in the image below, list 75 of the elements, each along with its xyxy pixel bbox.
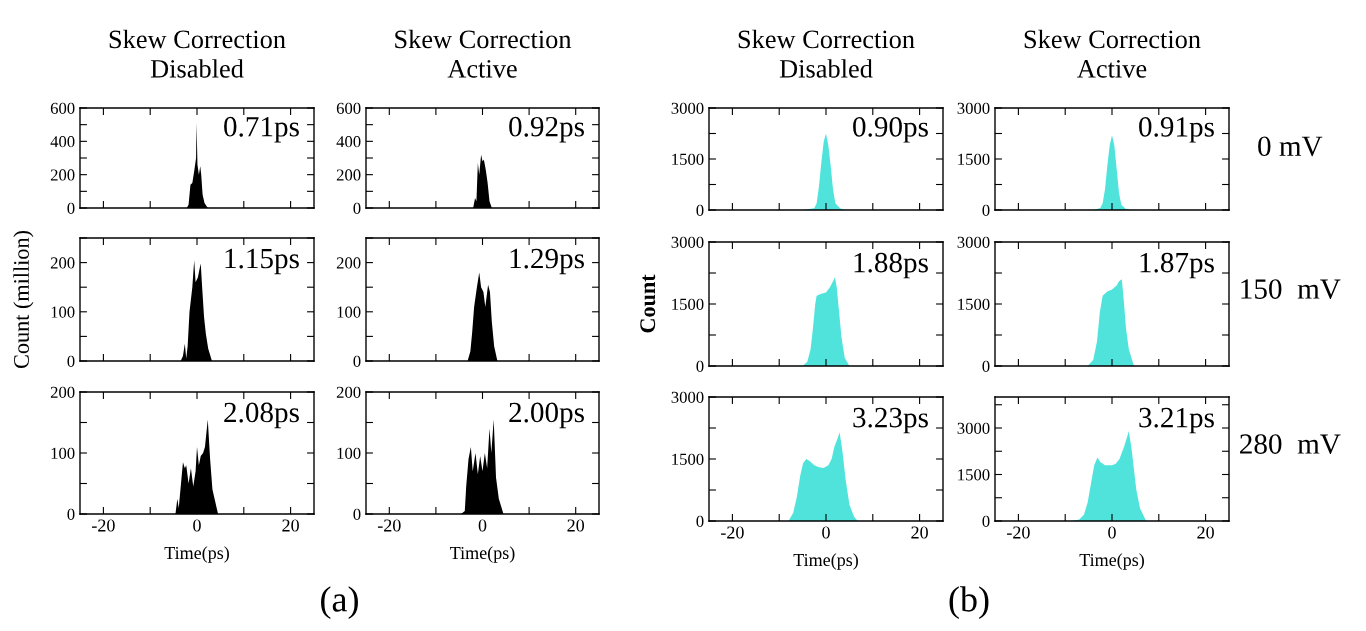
x-tick-label: 0 xyxy=(822,526,830,539)
y-tick-label: 200 xyxy=(50,257,75,269)
y-tick-label: 0 xyxy=(353,508,361,520)
text: 0 mV xyxy=(1258,136,1323,157)
y-tick-label: 100 xyxy=(337,447,361,459)
x-axis-title: Time(ps) xyxy=(450,546,515,563)
y-tick-label: 3000 xyxy=(671,391,704,403)
x-tick-label: 20 xyxy=(567,519,585,532)
chart-title: Skew Correction Disabled xyxy=(109,29,286,78)
y-tick-label: 200 xyxy=(336,257,361,269)
y-tick-label: 100 xyxy=(51,447,75,459)
y-tick-label: 0 xyxy=(67,508,75,520)
y-tick-label: 200 xyxy=(336,169,361,181)
y-tick-label: 600 xyxy=(50,102,75,114)
annotation: 2.00ps xyxy=(509,402,584,429)
y-tick-label: 200 xyxy=(50,169,75,181)
y-tick-label: 1500 xyxy=(958,298,990,310)
x-axis-title: Time(ps) xyxy=(1079,553,1144,570)
y-axis-title: Count xyxy=(640,274,656,333)
y-tick-label: 1500 xyxy=(672,453,704,465)
y-tick-label: 100 xyxy=(51,306,75,318)
chart-title: Skew Correction Disabled xyxy=(738,29,915,78)
annotation: 0.92ps xyxy=(509,116,584,143)
x-tick-label: -20 xyxy=(92,519,115,532)
x-tick-label: 0 xyxy=(193,519,201,532)
y-tick-label: 1500 xyxy=(672,153,704,165)
y-tick-label: 1500 xyxy=(672,298,704,310)
y-tick-label: 0 xyxy=(67,202,75,214)
annotation: 1.29ps xyxy=(510,248,584,275)
x-axis-title: Time(ps) xyxy=(164,546,229,563)
y-tick-label: 200 xyxy=(336,386,361,398)
annotation: 1.87ps xyxy=(1140,252,1214,279)
annotation: 0.90ps xyxy=(853,117,928,143)
y-tick-label: 3000 xyxy=(957,236,990,248)
y-tick-label: 1500 xyxy=(958,469,990,481)
annotation: 1.88ps xyxy=(854,252,928,279)
x-tick-label: -20 xyxy=(721,526,744,539)
x-tick-label: -20 xyxy=(377,519,401,532)
y-tick-label: 0 xyxy=(696,204,704,216)
y-tick-label: 3000 xyxy=(957,102,990,114)
chart-title: Skew Correction Active xyxy=(1024,29,1201,78)
text: 150 mV xyxy=(1241,279,1341,300)
x-axis-title: Time(ps) xyxy=(793,553,858,570)
y-tick-label: 400 xyxy=(336,136,361,148)
y-tick-label: 3000 xyxy=(957,422,990,434)
y-tick-label: 0 xyxy=(696,360,704,372)
annotation: 3.21ps xyxy=(1139,407,1214,434)
text: 280 mV xyxy=(1240,434,1341,455)
annotation: 0.91ps xyxy=(1139,117,1214,143)
annotation: 0.71ps xyxy=(224,116,299,143)
y-tick-label: 0 xyxy=(982,360,990,372)
y-tick-label: 3000 xyxy=(671,102,704,114)
text: (a) xyxy=(321,586,358,619)
x-tick-label: 0 xyxy=(478,519,487,532)
annotation: 2.08ps xyxy=(224,402,299,429)
y-tick-label: 0 xyxy=(353,202,361,214)
y-tick-label: 0 xyxy=(67,355,75,367)
y-tick-label: 400 xyxy=(50,136,75,148)
text: (b) xyxy=(949,586,989,619)
x-tick-label: -20 xyxy=(1007,526,1030,539)
y-tick-label: 1500 xyxy=(958,153,990,165)
chart-title: Skew Correction Active xyxy=(395,29,572,78)
x-tick-label: 20 xyxy=(911,526,928,539)
y-tick-label: 600 xyxy=(336,102,361,114)
x-tick-label: 20 xyxy=(282,519,299,532)
y-tick-label: 0 xyxy=(353,355,361,367)
x-tick-label: 20 xyxy=(1197,526,1214,539)
y-tick-label: 200 xyxy=(50,386,75,398)
y-axis-title: Count (million) xyxy=(13,231,34,369)
y-tick-label: 3000 xyxy=(671,236,704,248)
x-tick-label: 0 xyxy=(1108,526,1116,539)
annotation: 3.23ps xyxy=(853,407,928,434)
y-tick-label: 100 xyxy=(337,306,361,318)
y-tick-label: 0 xyxy=(982,204,990,216)
annotation: 1.15ps xyxy=(225,248,299,275)
